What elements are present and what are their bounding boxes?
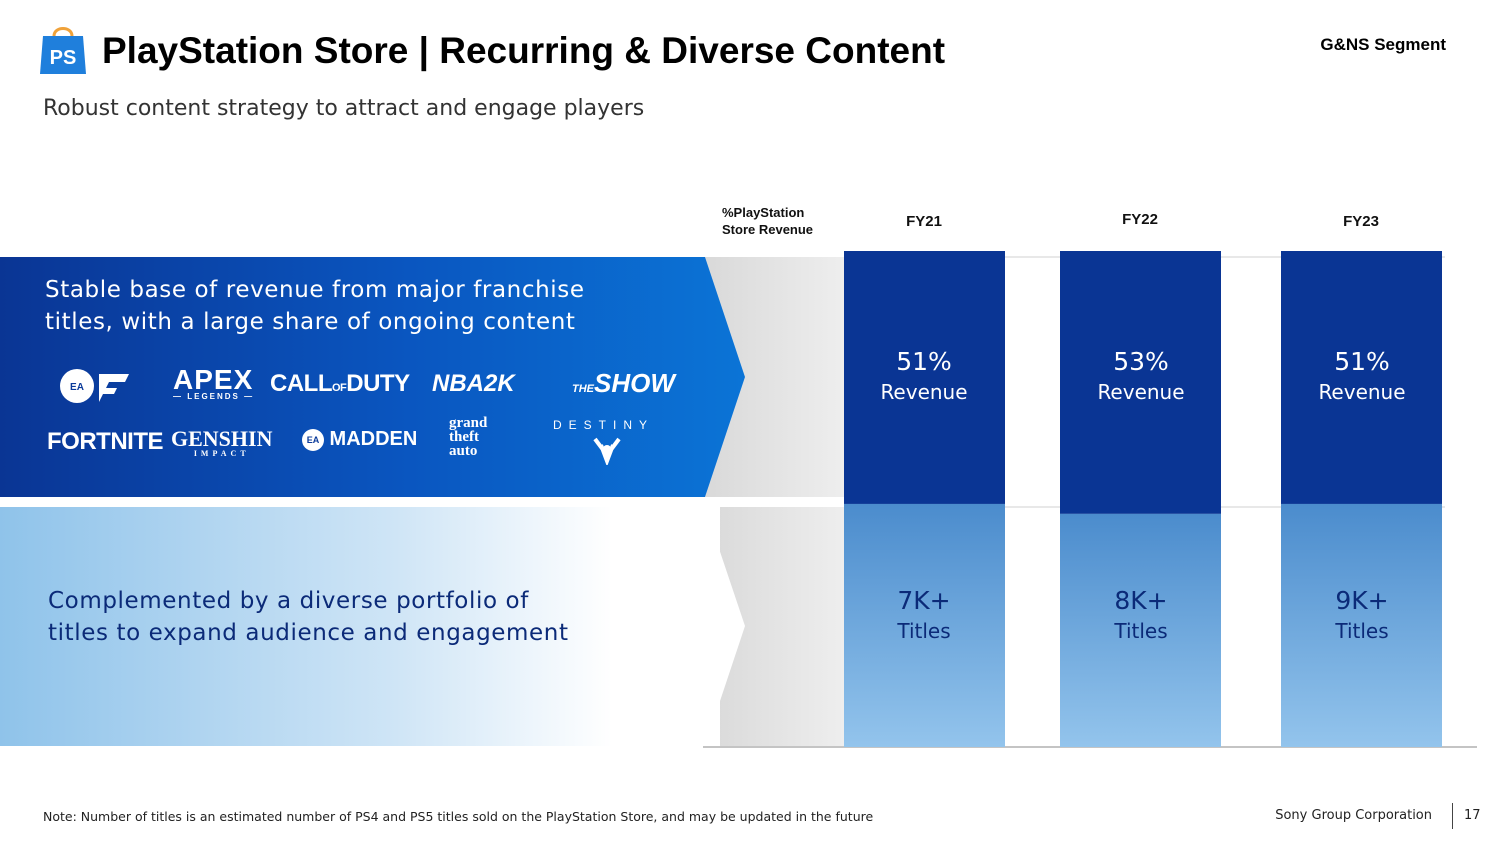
revenue-label-fy22: 53% Revenue xyxy=(1060,347,1222,407)
footer-company: Sony Group Corporation xyxy=(1275,808,1432,823)
revenue-value-fy21: 51% xyxy=(896,347,952,376)
logo-mlb-the-show: THESHOW xyxy=(572,368,675,398)
titles-label-fy21: 7K+ Titles xyxy=(844,586,1004,646)
logo-madden-nfl: EA MADDEN xyxy=(302,428,417,451)
column-header-fy22: FY22 xyxy=(1122,211,1158,228)
logo-call-of-duty: CALLOFDUTY xyxy=(270,370,410,397)
logo-ea-sports-fc: EA xyxy=(59,366,131,411)
titles-count-fy21: 7K+ xyxy=(897,586,951,615)
revenue-word-fy22: Revenue xyxy=(1097,380,1185,404)
titles-count-fy22: 8K+ xyxy=(1114,586,1168,615)
footer-separator xyxy=(1452,803,1453,829)
logo-apex-legends: APEX — LEGENDS — xyxy=(173,364,255,401)
revenue-value-fy23: 51% xyxy=(1334,347,1390,376)
page-subtitle: Robust content strategy to attract and e… xyxy=(43,96,645,121)
svg-text:EA: EA xyxy=(70,382,84,393)
logo-grand-theft-auto: grand theft auto xyxy=(449,415,488,459)
logo-nba-2k: NBA2K xyxy=(432,370,515,397)
footnote: Note: Number of titles is an estimated n… xyxy=(43,809,874,824)
page-number: 17 xyxy=(1464,808,1481,823)
titles-word-fy21: Titles xyxy=(897,619,951,643)
revenue-bar-fy22 xyxy=(1060,251,1221,514)
bottom-band-text-line2: titles to expand audience and engagement xyxy=(48,620,569,646)
logo-destiny: DESTINY xyxy=(553,418,654,465)
metric-label-line2: Store Revenue xyxy=(722,222,814,237)
titles-bar-fy22 xyxy=(1060,513,1221,747)
revenue-bar-fy23 xyxy=(1281,251,1442,504)
column-header-fy23: FY23 xyxy=(1343,213,1379,230)
bottom-band-text-line1: Complemented by a diverse portfolio of xyxy=(48,588,529,614)
segment-label: G&NS Segment xyxy=(1320,35,1446,54)
bottom-band-text: Complemented by a diverse portfolio of t… xyxy=(48,585,569,649)
metric-label-line1: %PlayStation xyxy=(722,205,805,220)
titles-word-fy22: Titles xyxy=(1114,619,1168,643)
titles-label-fy22: 8K+ Titles xyxy=(1060,586,1222,646)
svg-text:PS: PS xyxy=(50,47,77,69)
revenue-label-fy23: 51% Revenue xyxy=(1281,347,1443,407)
titles-count-fy23: 9K+ xyxy=(1335,586,1389,615)
revenue-word-fy21: Revenue xyxy=(880,380,968,404)
franchise-logos: EA APEX — LEGENDS — CALLOFDUTY NBA2K THES… xyxy=(45,360,685,490)
bottom-band xyxy=(0,507,720,746)
revenue-value-fy22: 53% xyxy=(1113,347,1169,376)
titles-bar-fy21 xyxy=(844,503,1005,747)
titles-label-fy23: 9K+ Titles xyxy=(1281,586,1443,646)
revenue-word-fy23: Revenue xyxy=(1318,380,1406,404)
top-band-arrow xyxy=(0,257,745,497)
top-band-text: Stable base of revenue from major franch… xyxy=(45,274,585,338)
connector-shape-top xyxy=(705,257,845,497)
connector-shape-bottom xyxy=(705,507,845,746)
metric-label: %PlayStation Store Revenue xyxy=(722,204,813,238)
page-title: PlayStation Store | Recurring & Diverse … xyxy=(102,30,946,71)
top-band-text-line1: Stable base of revenue from major franch… xyxy=(45,277,585,303)
column-header-fy21: FY21 xyxy=(906,213,942,230)
top-band-text-line2: titles, with a large share of ongoing co… xyxy=(45,309,576,335)
logo-fortnite: FORTNITE xyxy=(47,428,164,455)
logo-genshin-impact: GENSHIN IMPACT xyxy=(171,426,273,458)
titles-word-fy23: Titles xyxy=(1335,619,1389,643)
revenue-label-fy21: 51% Revenue xyxy=(844,347,1004,407)
playstation-store-bag-icon: PS xyxy=(40,27,86,74)
revenue-bar-fy21 xyxy=(844,251,1005,504)
titles-bar-fy23 xyxy=(1281,503,1442,747)
